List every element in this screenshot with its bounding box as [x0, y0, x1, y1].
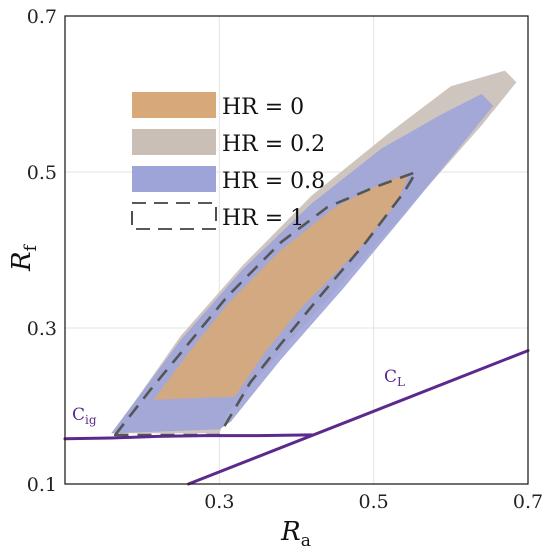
- curve-label-c-ig: Cig: [72, 405, 97, 427]
- x-tick-labels: 0.3 0.5 0.7: [204, 491, 543, 513]
- legend-hr-1-label: HR = 1: [222, 206, 304, 231]
- legend: HR = 0 HR = 0.2 HR = 0.8 HR = 1: [131, 92, 325, 231]
- legend-hr-0-2-swatch: [132, 129, 216, 155]
- curve-c-l: [187, 349, 530, 486]
- legend-hr-0-2-label: HR = 0.2: [222, 132, 325, 157]
- legend-hr-0-label: HR = 0: [222, 95, 304, 120]
- legend-hr-1-swatch: [131, 202, 217, 230]
- x-axis-title: Ra: [280, 517, 311, 551]
- x-tick-label: 0.5: [359, 491, 389, 513]
- y-axis-title: Rf: [7, 243, 41, 272]
- y-tick-label: 0.5: [27, 162, 57, 184]
- regions: [111, 70, 517, 437]
- x-tick-label: 0.7: [513, 491, 543, 513]
- region-hr-0: [153, 175, 409, 400]
- x-tick-label: 0.3: [204, 491, 234, 513]
- legend-hr-0-8-swatch: [132, 166, 216, 192]
- y-tick-label: 0.1: [27, 474, 57, 496]
- y-tick-label: 0.7: [27, 6, 57, 28]
- plot-frame: [64, 15, 529, 485]
- legend-hr-0-swatch: [132, 92, 216, 118]
- curves: [63, 349, 530, 486]
- y-tick-labels: 0.1 0.3 0.5 0.7: [27, 6, 57, 496]
- y-tick-label: 0.3: [27, 318, 57, 340]
- legend-hr-0-8-label: HR = 0.8: [222, 169, 325, 194]
- curve-c-ig: [63, 433, 314, 441]
- curve-label-c-l: CL: [384, 367, 405, 389]
- curve-labels: Cig CL: [72, 367, 405, 427]
